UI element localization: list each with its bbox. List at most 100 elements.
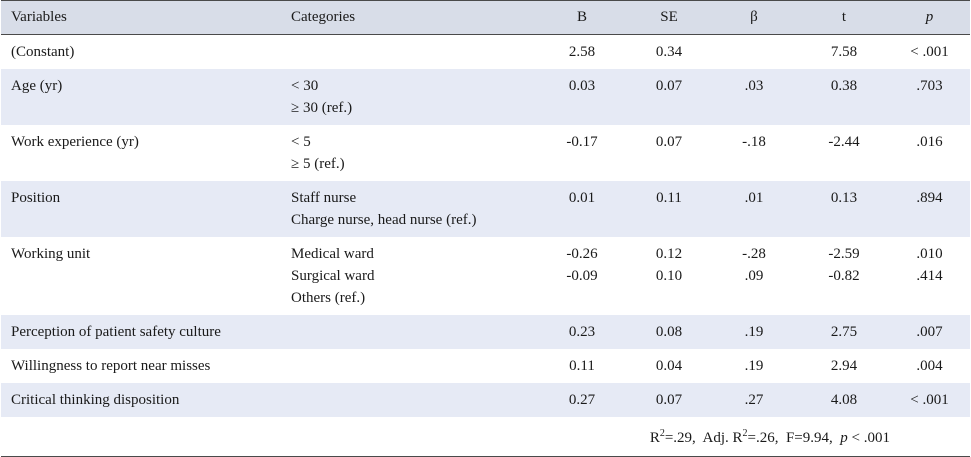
value-beta: .19 (744, 358, 764, 374)
cell-categories (281, 315, 535, 349)
cell-se: 0.07 (629, 125, 709, 181)
p-value: < .001 (851, 430, 890, 446)
header-row: Variables Categories B SE β t p (1, 0, 970, 35)
cell-p: .007 (889, 315, 970, 349)
value-t: 2.75 (830, 324, 858, 340)
adj-r2-value: =.26, (747, 430, 779, 446)
cell-p: .004 (889, 349, 970, 383)
header-categories: Categories (281, 0, 535, 35)
cell-categories (281, 383, 535, 417)
value-beta: -.28 (742, 246, 766, 262)
category-label: ≥ 30 (ref.) (291, 100, 353, 116)
cell-p: .703 (889, 69, 970, 125)
value-t: 7.58 (830, 44, 858, 60)
cell-b: 0.27 (535, 383, 629, 417)
cell-se: 0.07 (629, 69, 709, 125)
cell-t: 2.75 (799, 315, 889, 349)
cell-t: 7.58 (799, 35, 889, 70)
value-se: 0.07 (655, 392, 683, 408)
cell-t: 0.13 (799, 181, 889, 237)
cell-beta: -.28 .09 (709, 237, 799, 315)
value-se: 0.07 (655, 134, 683, 150)
header-t: t (799, 0, 889, 35)
value-b: 0.23 (568, 324, 596, 340)
value-se: 0.07 (655, 78, 683, 94)
value-beta: .09 (744, 268, 764, 284)
cell-t: -2.44 (799, 125, 889, 181)
table-row: Work experience (yr) < 5 ≥ 5 (ref.) -0.17 0.… (1, 125, 970, 181)
cell-se: 0.12 0.10 (629, 237, 709, 315)
header-se: SE (629, 0, 709, 35)
value-b: 0.03 (568, 78, 596, 94)
cell-variable: Working unit (11, 246, 91, 262)
cell-t: 2.94 (799, 349, 889, 383)
table-body: (Constant) 2.58 0.34 7.58 < .001 Age (yr) < 30… (1, 35, 970, 417)
cell-categories (281, 349, 535, 383)
cell-beta (709, 35, 799, 70)
model-fit-cell: R2=.29, Adj. R2=.26, F=9.94, p < .001 (1, 417, 970, 457)
table-row: Critical thinking disposition 0.27 0.07 .27… (1, 383, 970, 417)
header-b: B (535, 0, 629, 35)
value-beta: -.18 (742, 134, 766, 150)
header-p: p (889, 0, 970, 35)
r2-label: R (649, 430, 660, 446)
category-label: ≥ 5 (ref.) (291, 156, 345, 172)
value-p: .414 (916, 268, 943, 284)
value-t: 4.08 (830, 392, 858, 408)
p-label: p (840, 430, 848, 446)
table-row: Willingness to report near misses 0.11 0.0… (1, 349, 970, 383)
value-b: 0.27 (568, 392, 596, 408)
table-footer: R2=.29, Adj. R2=.26, F=9.94, p < .001 (1, 417, 970, 457)
cell-categories: < 30 ≥ 30 (ref.) (281, 69, 535, 125)
category-label: < 5 (291, 134, 311, 150)
value-p: .894 (916, 190, 943, 206)
cell-categories (281, 35, 535, 70)
value-se: 0.12 (655, 246, 683, 262)
value-b: 2.58 (568, 44, 596, 60)
cell-t: -2.59 -0.82 (799, 237, 889, 315)
cell-categories: Medical ward Surgical ward Others (ref.) (281, 237, 535, 315)
value-b: 0.11 (569, 358, 595, 374)
category-label: Medical ward (291, 246, 374, 262)
value-t: 0.13 (830, 190, 858, 206)
value-beta: .27 (744, 392, 764, 408)
cell-b: -0.17 (535, 125, 629, 181)
cell-beta: .19 (709, 315, 799, 349)
cell-b: 0.03 (535, 69, 629, 125)
category-label: < 30 (291, 78, 319, 94)
value-beta: .03 (744, 78, 764, 94)
header-beta: β (709, 0, 799, 35)
value-se: 0.08 (655, 324, 683, 340)
table-row: (Constant) 2.58 0.34 7.58 < .001 (1, 35, 970, 70)
r2-superscript: 2 (659, 428, 665, 439)
cell-p: < .001 (889, 383, 970, 417)
cell-beta: .01 (709, 181, 799, 237)
category-label: Staff nurse (291, 190, 357, 206)
value-t: -2.44 (828, 134, 860, 150)
value-se: 0.34 (655, 44, 683, 60)
cell-b: -0.26 -0.09 (535, 237, 629, 315)
value-t: 2.94 (830, 358, 858, 374)
cell-variable: Age (yr) (1, 69, 281, 125)
cell-se: 0.08 (629, 315, 709, 349)
value-t: 0.38 (830, 78, 858, 94)
cell-categories: < 5 ≥ 5 (ref.) (281, 125, 535, 181)
value-b: -0.09 (566, 268, 598, 284)
cell-t: 0.38 (799, 69, 889, 125)
cell-se: 0.11 (629, 181, 709, 237)
value-p: .016 (916, 134, 943, 150)
cell-variable: (Constant) (11, 44, 75, 60)
model-fit-row: R2=.29, Adj. R2=.26, F=9.94, p < .001 (1, 417, 970, 457)
value-beta: .01 (744, 190, 764, 206)
header-variables: Variables (1, 0, 281, 35)
cell-p: .016 (889, 125, 970, 181)
cell-variable: Position (1, 181, 281, 237)
cell-b: 0.23 (535, 315, 629, 349)
adj-r2-label: Adj. R (702, 430, 743, 446)
cell-p: .010 .414 (889, 237, 970, 315)
cell-variable: Willingness to report near misses (11, 358, 211, 374)
value-b: 0.01 (568, 190, 596, 206)
cell-variable: Work experience (yr) (11, 134, 139, 150)
